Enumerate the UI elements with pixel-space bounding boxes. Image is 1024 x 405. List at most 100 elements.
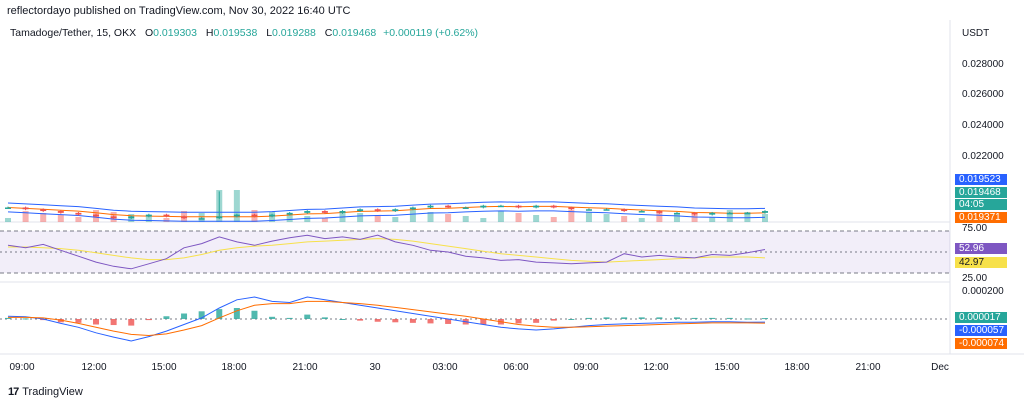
last-price-tag: 0.019468 bbox=[955, 187, 1007, 198]
time-tick: Dec bbox=[931, 362, 949, 373]
price-tick: 0.022000 bbox=[962, 151, 1004, 162]
candle bbox=[251, 214, 258, 217]
open-label: O bbox=[145, 27, 154, 39]
candle bbox=[480, 205, 487, 208]
candle bbox=[621, 209, 628, 212]
macd-histogram-bar bbox=[480, 319, 487, 325]
volume-bar bbox=[321, 218, 328, 222]
time-tick: 21:00 bbox=[855, 362, 881, 373]
candle bbox=[638, 211, 645, 213]
candle bbox=[163, 214, 170, 217]
macd-histogram-bar bbox=[621, 317, 628, 319]
volume-bar bbox=[409, 210, 416, 222]
volume-bar bbox=[462, 216, 469, 222]
macd-histogram-bar bbox=[22, 318, 29, 320]
time-tick: 09:00 bbox=[573, 362, 599, 373]
countdown-tag: 04:05 bbox=[955, 199, 1007, 210]
time-tick: 09:00 bbox=[9, 362, 35, 373]
signal-line bbox=[8, 300, 766, 337]
bb-basis-line bbox=[7, 205, 766, 218]
time-tick: 30 bbox=[369, 362, 381, 373]
volume-bar bbox=[233, 190, 240, 222]
macd-histogram-bar bbox=[744, 318, 751, 320]
candle bbox=[198, 218, 205, 220]
volume-bar bbox=[40, 213, 47, 222]
volume-bar bbox=[497, 211, 504, 222]
symbol-name[interactable]: Tamadoge/Tether, 15, OKX bbox=[10, 27, 137, 39]
macd-histogram-bar bbox=[409, 319, 416, 323]
candle bbox=[286, 212, 293, 215]
volume-bar bbox=[57, 215, 64, 222]
bb-upper-line bbox=[7, 201, 766, 213]
macd-histogram-bar bbox=[357, 319, 364, 321]
candle bbox=[321, 211, 328, 213]
high-value: 0.019538 bbox=[213, 27, 258, 39]
volume-bar bbox=[374, 215, 381, 222]
macd-histogram-bar bbox=[233, 308, 240, 319]
footer-brand[interactable]: 17 TradingView bbox=[8, 386, 83, 398]
volume-bar bbox=[621, 216, 628, 222]
volume-bar bbox=[585, 212, 592, 222]
macd-histogram-bar bbox=[638, 317, 645, 319]
candle bbox=[216, 216, 223, 219]
volume-bar bbox=[75, 217, 82, 222]
macd-histogram-bar bbox=[5, 317, 11, 319]
macd-histogram-bar bbox=[251, 310, 258, 319]
candle bbox=[5, 207, 11, 209]
candle bbox=[462, 207, 469, 209]
candle bbox=[269, 214, 276, 217]
macd-histogram-bar bbox=[392, 319, 399, 323]
volume-bar bbox=[427, 212, 434, 222]
candle bbox=[656, 211, 663, 213]
candle bbox=[75, 212, 82, 215]
volume-bar bbox=[5, 218, 11, 222]
candle bbox=[515, 205, 522, 208]
candle bbox=[392, 209, 399, 212]
macd-histogram-bar bbox=[128, 319, 135, 326]
macd-histogram-bar bbox=[57, 319, 64, 323]
macd-histogram-bar bbox=[216, 309, 223, 319]
bb-lower-line bbox=[7, 210, 766, 222]
candle bbox=[181, 216, 188, 219]
macd-line-tag: -0.000057 bbox=[955, 325, 1007, 336]
volume-bar bbox=[691, 215, 698, 222]
macd-histogram-bar bbox=[709, 317, 716, 319]
macd-histogram-bar bbox=[726, 317, 733, 319]
price-tick: 0.028000 bbox=[962, 59, 1004, 70]
rsi-tag: 52.96 bbox=[955, 243, 1007, 254]
volume-bar bbox=[744, 212, 751, 222]
macd-histogram-bar bbox=[40, 319, 47, 321]
tradingview-logo-icon: 17 bbox=[8, 386, 19, 398]
open-value: 0.019303 bbox=[153, 27, 197, 39]
candle bbox=[709, 212, 716, 215]
candle bbox=[726, 212, 733, 215]
macd-histogram-bar bbox=[691, 317, 698, 319]
time-tick: 12:00 bbox=[643, 362, 669, 373]
candle bbox=[497, 205, 504, 208]
macd-histogram-bar bbox=[286, 317, 293, 319]
macd-histogram-bar bbox=[198, 311, 205, 319]
macd-histogram-bar bbox=[762, 318, 768, 320]
volume-bar bbox=[638, 218, 645, 222]
macd-histogram-bar bbox=[145, 319, 152, 321]
low-value: 0.019288 bbox=[272, 27, 316, 39]
candle bbox=[550, 205, 557, 208]
candle bbox=[603, 209, 610, 211]
time-tick: 15:00 bbox=[151, 362, 177, 373]
candle bbox=[145, 214, 152, 217]
macd-histogram-bar bbox=[163, 316, 170, 319]
time-tick: 21:00 bbox=[292, 362, 318, 373]
macd-histogram-bar bbox=[445, 319, 452, 324]
close-value: 0.019468 bbox=[332, 27, 377, 39]
volume-bar bbox=[445, 214, 452, 222]
macd-histogram-bar bbox=[568, 319, 575, 320]
macd-histogram-bar bbox=[515, 319, 522, 324]
volume-bar bbox=[656, 211, 663, 222]
candle bbox=[409, 207, 416, 210]
time-tick: 18:00 bbox=[784, 362, 810, 373]
volume-bar bbox=[533, 215, 540, 222]
candle bbox=[22, 207, 29, 210]
volume-bar bbox=[550, 217, 557, 222]
volume-bar bbox=[673, 213, 680, 222]
